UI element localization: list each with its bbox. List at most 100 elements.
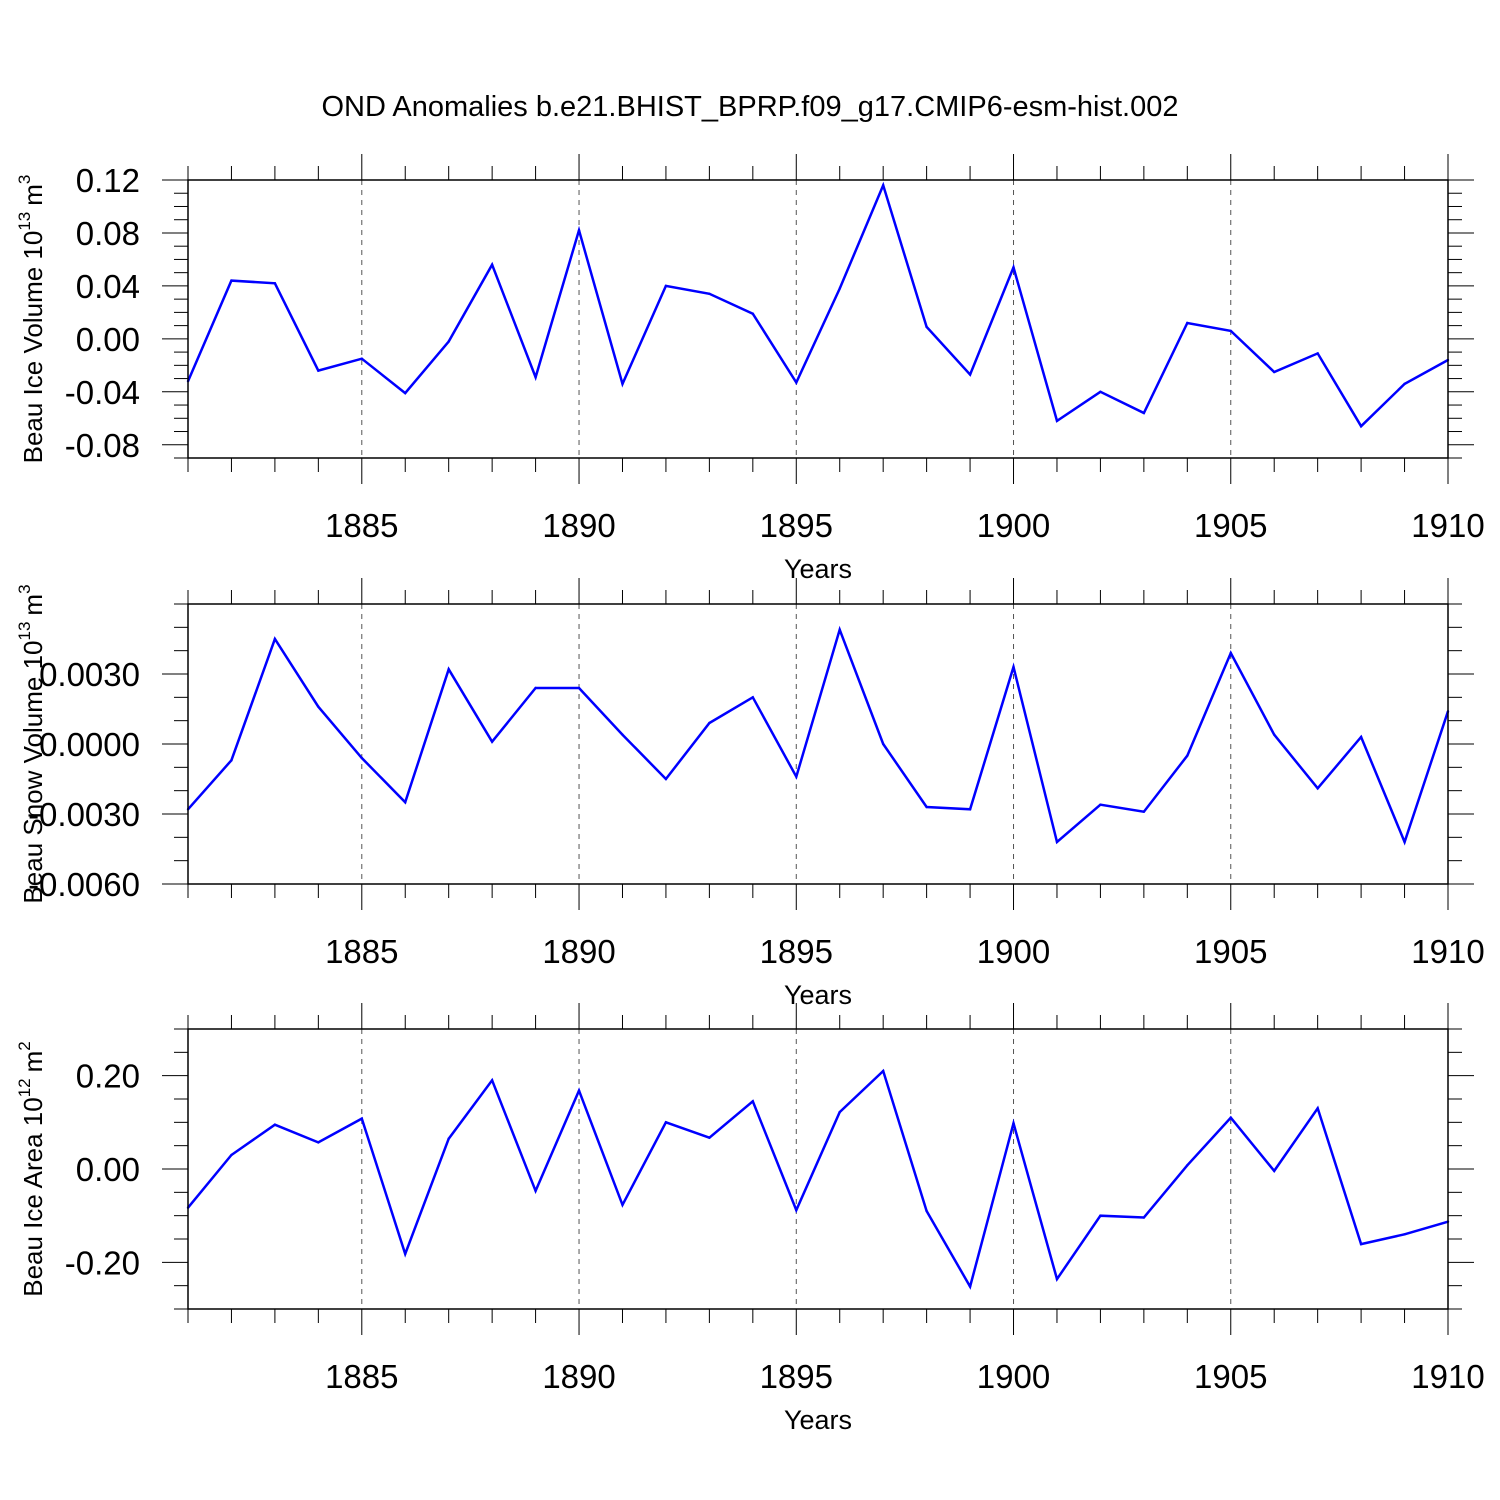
data-point bbox=[968, 808, 972, 811]
x-tick-label: 1900 bbox=[977, 507, 1050, 544]
data-point bbox=[751, 1100, 755, 1103]
data-point bbox=[1186, 1164, 1189, 1167]
data-point bbox=[230, 279, 233, 282]
data-point bbox=[1186, 754, 1189, 757]
data-point bbox=[1012, 665, 1015, 669]
y-axis-label-text: Beau Ice Area 10 bbox=[18, 1097, 48, 1296]
y-axis-label-unit-exponent: 2 bbox=[15, 1041, 34, 1050]
data-point bbox=[925, 805, 928, 809]
y-tick-label: 0.04 bbox=[76, 268, 140, 305]
data-point bbox=[838, 628, 841, 631]
data-point bbox=[751, 312, 755, 315]
data-point bbox=[1055, 419, 1059, 423]
x-tick-label: 1900 bbox=[977, 933, 1050, 970]
x-tick-label: 1890 bbox=[542, 933, 615, 970]
x-tick-label: 1885 bbox=[325, 933, 398, 970]
data-point bbox=[925, 325, 928, 329]
y-axis-label: Beau Ice Area 1012 m2 bbox=[15, 1041, 48, 1297]
data-point bbox=[1099, 1214, 1102, 1217]
y-axis-label-text: Beau Snow Volume 10 bbox=[18, 640, 48, 903]
data-point bbox=[925, 1209, 928, 1213]
y-axis-label-unit: m bbox=[18, 1051, 48, 1073]
data-point bbox=[404, 1252, 407, 1256]
panel-ice-volume: 0.12 0.08 0.04 0.00 -0.04 -0.08 1885 1890 1895 19… bbox=[15, 154, 1485, 584]
data-point bbox=[1055, 1277, 1059, 1281]
x-tick-label: 1900 bbox=[977, 1358, 1050, 1395]
data-point bbox=[1273, 733, 1276, 736]
data-point bbox=[795, 1208, 798, 1212]
data-point bbox=[360, 357, 363, 360]
data-point bbox=[838, 287, 841, 290]
data-point bbox=[1099, 390, 1102, 394]
x-tick-label: 1885 bbox=[325, 1358, 398, 1395]
data-point bbox=[447, 668, 450, 671]
chart-title: OND Anomalies b.e21.BHIST_BPRP.f09_g17.C… bbox=[322, 91, 1179, 123]
x-tick-label: 1895 bbox=[760, 1358, 833, 1395]
y-axis-label-unit: m bbox=[18, 594, 48, 616]
y-axis-label-unit-exponent: 3 bbox=[15, 584, 34, 593]
data-point bbox=[1142, 1216, 1146, 1219]
data-point bbox=[664, 1121, 668, 1124]
panel-ice-area: 0.20 0.00 -0.20 1885 1890 1895 1900 1905 1910 Yea… bbox=[15, 1003, 1485, 1435]
series-line bbox=[187, 625, 1450, 846]
x-tick-label: 1895 bbox=[760, 507, 833, 544]
data-point bbox=[1359, 425, 1363, 428]
data-point bbox=[664, 284, 668, 288]
data-point bbox=[968, 373, 972, 376]
data-point bbox=[577, 1089, 581, 1092]
panel-snow-volume: 0.0030 0.0000 -0.0030 -0.0060 1885 1890 1895 19… bbox=[15, 578, 1485, 1010]
data-point bbox=[1273, 1169, 1276, 1173]
data-point bbox=[1359, 1242, 1363, 1246]
data-point bbox=[360, 1117, 363, 1120]
x-tick-label: 1890 bbox=[542, 507, 615, 544]
x-tick-label: 1890 bbox=[542, 1358, 615, 1395]
data-point bbox=[1229, 651, 1232, 655]
y-axis-label: Beau Snow Volume 1013 m3 bbox=[15, 584, 48, 903]
data-point bbox=[230, 759, 233, 762]
data-point bbox=[881, 742, 885, 746]
data-point bbox=[577, 229, 581, 232]
plot-frame bbox=[187, 603, 1449, 885]
data-point bbox=[795, 381, 798, 384]
data-point bbox=[881, 1069, 885, 1073]
data-point bbox=[795, 775, 798, 778]
data-point bbox=[534, 1189, 537, 1193]
data-point bbox=[490, 1079, 494, 1082]
y-axis-label-exponent: 13 bbox=[15, 212, 34, 231]
data-point bbox=[1229, 1116, 1232, 1119]
data-point bbox=[534, 376, 537, 379]
x-tick-label: 1910 bbox=[1411, 933, 1484, 970]
y-tick-label: -0.20 bbox=[65, 1244, 140, 1281]
plot-frame bbox=[187, 1028, 1449, 1310]
data-point bbox=[1186, 321, 1189, 325]
data-point bbox=[1359, 735, 1363, 739]
x-tick-label: 1905 bbox=[1194, 1358, 1267, 1395]
x-tick-label: 1910 bbox=[1411, 1358, 1484, 1395]
data-point bbox=[1012, 266, 1015, 269]
y-axis-label-text: Beau Ice Volume 10 bbox=[18, 231, 48, 464]
data-point bbox=[1316, 787, 1319, 790]
data-point bbox=[230, 1153, 233, 1157]
data-point bbox=[404, 391, 407, 395]
x-axis-label: Years bbox=[784, 554, 852, 584]
x-tick-label: 1905 bbox=[1194, 507, 1267, 544]
data-point bbox=[490, 263, 494, 266]
y-tick-label: 0.0000 bbox=[39, 726, 140, 763]
data-point bbox=[447, 340, 450, 343]
data-point bbox=[1142, 411, 1146, 415]
x-tick-label: 1905 bbox=[1194, 933, 1267, 970]
data-point bbox=[751, 696, 755, 699]
data-point bbox=[838, 1110, 841, 1114]
y-tick-label: 0.00 bbox=[76, 1151, 140, 1188]
data-point bbox=[1142, 810, 1146, 813]
y-tick-label: 0.12 bbox=[76, 162, 140, 199]
y-axis-label-unit: m bbox=[18, 184, 48, 206]
data-point bbox=[621, 733, 624, 736]
x-axis-label: Years bbox=[784, 1405, 852, 1435]
data-point bbox=[1403, 840, 1406, 844]
y-tick-label: 0.20 bbox=[76, 1058, 140, 1095]
x-tick-label: 1910 bbox=[1411, 507, 1484, 544]
y-tick-label: 0.08 bbox=[76, 215, 140, 252]
data-point bbox=[621, 382, 624, 386]
y-tick-label: -0.04 bbox=[65, 374, 140, 411]
